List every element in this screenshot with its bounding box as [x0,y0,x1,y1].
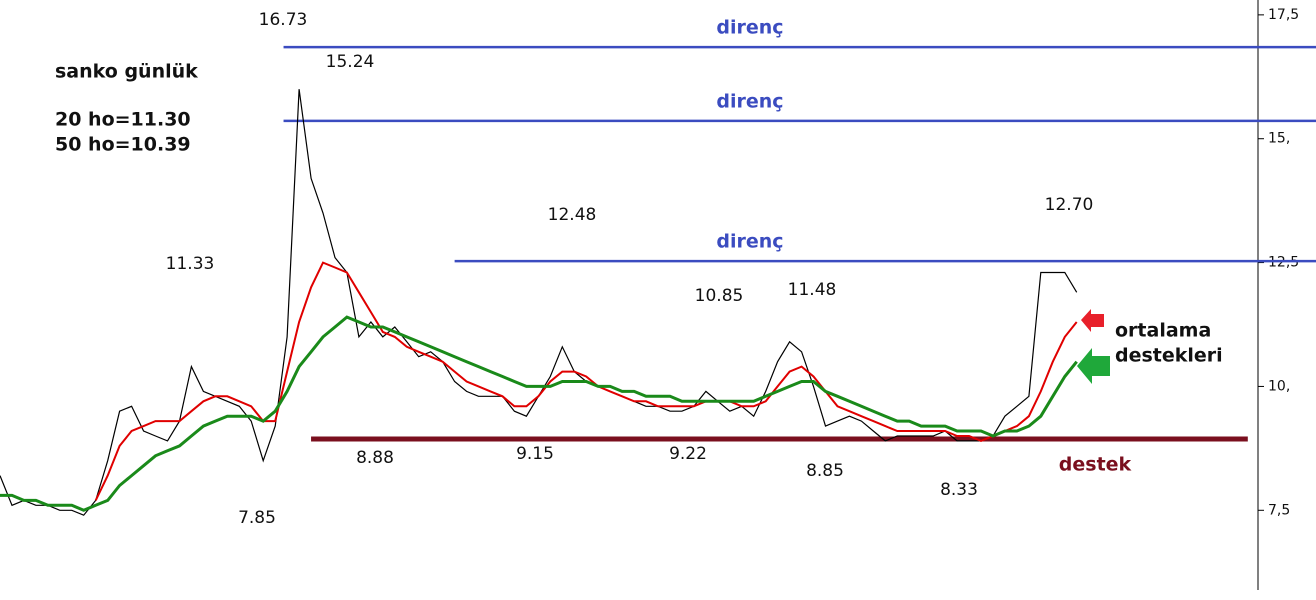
series-line [0,315,1078,512]
price-label: 11.33 [166,254,215,274]
price-label: 9.15 [516,444,554,464]
y-tick-label: 17,5 [1268,7,1299,23]
level-label: direnç [716,17,783,39]
price-label: 9.22 [669,444,707,464]
y-tick-label: 15, [1268,131,1290,147]
note: ortalama [1115,320,1211,342]
y-tick-label: 7,5 [1268,502,1290,518]
series-line [94,261,1078,501]
note: destekleri [1115,345,1223,367]
y-tick-label: 10, [1268,378,1290,394]
arrow [1081,309,1104,332]
price-label: 7.85 [238,508,276,528]
price-label: 8.33 [940,480,978,500]
price-label: 8.85 [806,461,844,481]
price-label: 16.73 [259,10,308,30]
level-label: direnç [716,90,783,112]
price-label: 10.85 [695,286,744,306]
y-tick-label: 12,5 [1268,255,1299,271]
chart-title: sanko günlük [55,61,198,83]
price-label: 11.48 [788,280,837,300]
price-label: 12.70 [1045,195,1094,215]
arrow [1077,348,1110,384]
subtitle: 20 ho=11.30 [55,109,191,131]
price-label: 12.48 [548,205,597,225]
price-label: 15.24 [326,52,375,72]
level-label: destek [1059,453,1132,475]
price-label: 8.88 [356,448,394,468]
level-label: direnç [716,231,783,253]
subtitle: 50 ho=10.39 [55,134,191,156]
